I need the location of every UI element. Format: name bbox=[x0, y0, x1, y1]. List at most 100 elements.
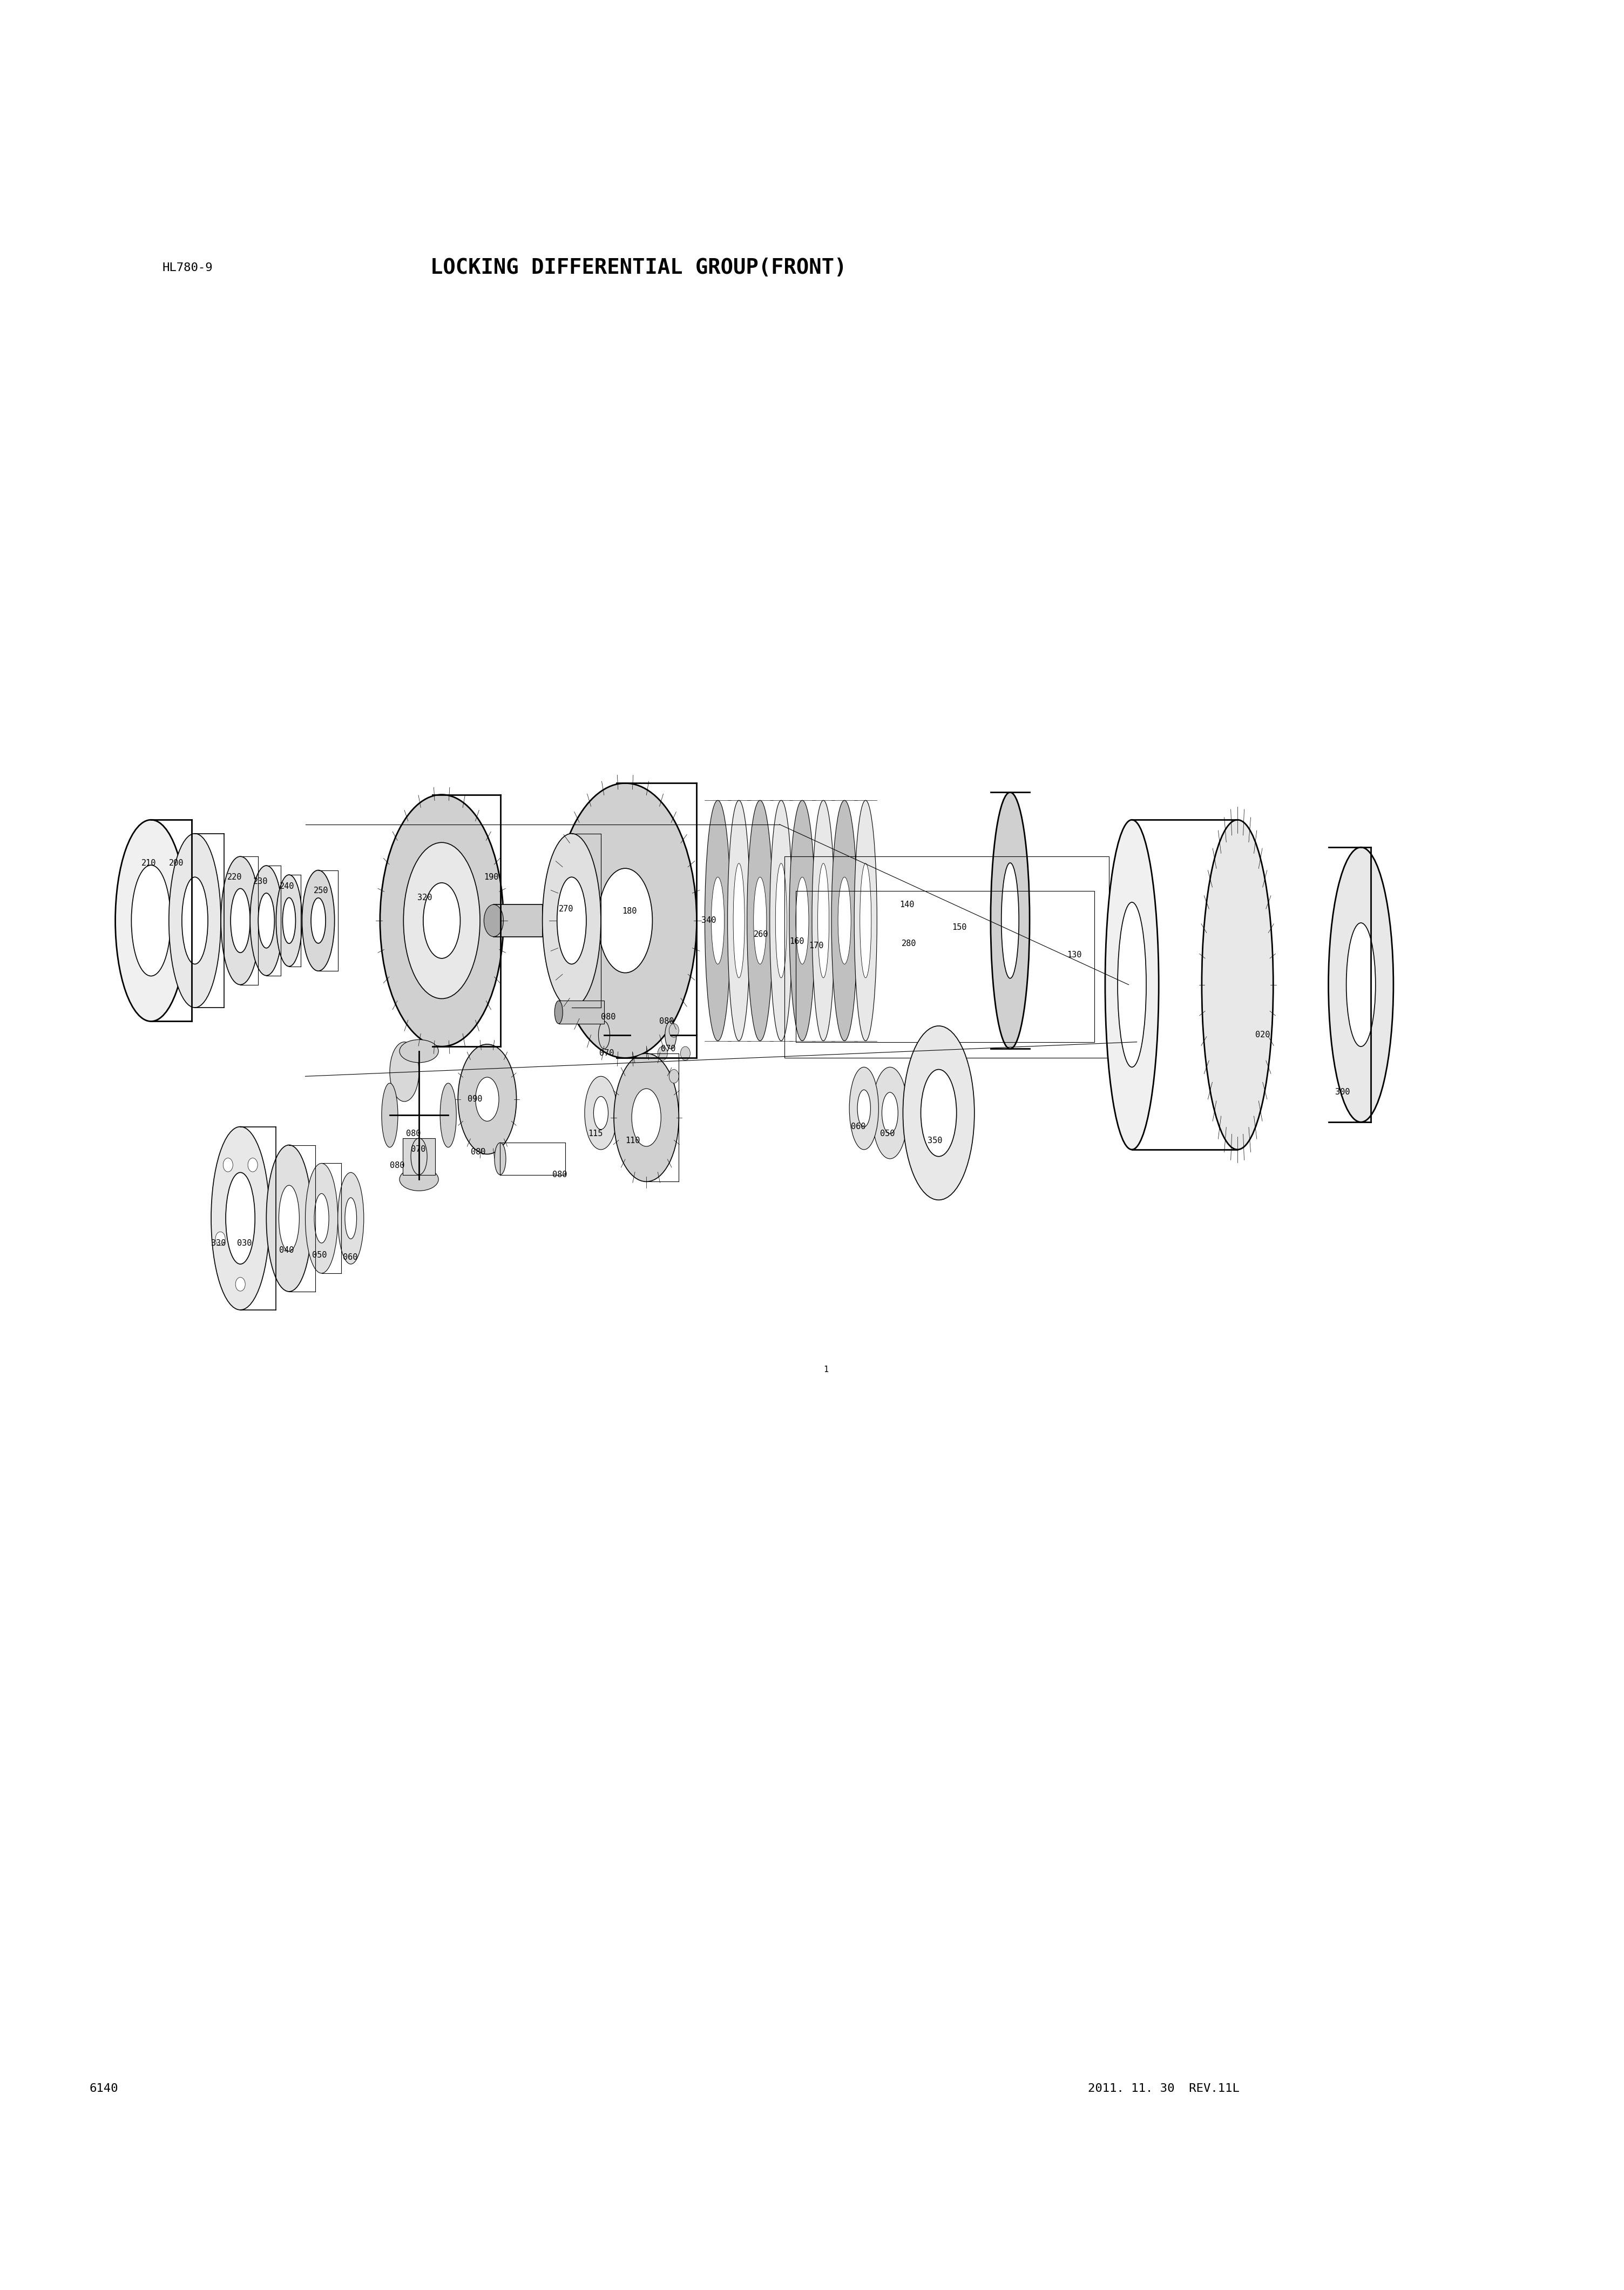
Text: 050: 050 bbox=[880, 1129, 895, 1138]
Ellipse shape bbox=[789, 799, 815, 1040]
Ellipse shape bbox=[310, 898, 325, 943]
Ellipse shape bbox=[305, 1163, 338, 1273]
Text: 350: 350 bbox=[927, 1136, 942, 1145]
Text: 060: 060 bbox=[343, 1253, 357, 1262]
Text: 030: 030 bbox=[237, 1239, 252, 1248]
Ellipse shape bbox=[747, 799, 773, 1040]
Ellipse shape bbox=[231, 889, 250, 953]
Text: 210: 210 bbox=[141, 859, 156, 868]
Ellipse shape bbox=[921, 1069, 957, 1156]
Text: 080: 080 bbox=[390, 1161, 404, 1170]
Text: 070: 070 bbox=[411, 1145, 425, 1154]
Ellipse shape bbox=[728, 799, 750, 1040]
Bar bbox=[494, 905, 542, 937]
Ellipse shape bbox=[812, 799, 835, 1040]
Text: 260: 260 bbox=[754, 930, 768, 939]
Text: 130: 130 bbox=[1067, 950, 1082, 960]
Ellipse shape bbox=[770, 799, 793, 1040]
Circle shape bbox=[669, 1069, 679, 1083]
Text: 280: 280 bbox=[901, 939, 916, 948]
Ellipse shape bbox=[554, 1001, 562, 1024]
Ellipse shape bbox=[542, 834, 601, 1008]
Ellipse shape bbox=[276, 875, 302, 966]
Ellipse shape bbox=[494, 1143, 507, 1175]
Ellipse shape bbox=[458, 1044, 516, 1154]
Ellipse shape bbox=[403, 843, 481, 998]
Text: 150: 150 bbox=[952, 923, 966, 932]
Text: 330: 330 bbox=[211, 1239, 226, 1248]
Ellipse shape bbox=[557, 877, 586, 964]
Ellipse shape bbox=[554, 783, 697, 1058]
Ellipse shape bbox=[775, 863, 786, 978]
Ellipse shape bbox=[115, 820, 187, 1021]
Ellipse shape bbox=[484, 905, 503, 937]
Text: 180: 180 bbox=[622, 907, 637, 916]
Circle shape bbox=[216, 1232, 226, 1246]
Ellipse shape bbox=[1202, 820, 1273, 1150]
Ellipse shape bbox=[903, 1026, 974, 1200]
Text: 240: 240 bbox=[279, 882, 294, 891]
Bar bbox=[403, 1138, 435, 1175]
Ellipse shape bbox=[664, 1021, 676, 1049]
Ellipse shape bbox=[338, 1172, 364, 1264]
Text: 070: 070 bbox=[599, 1049, 614, 1058]
Ellipse shape bbox=[315, 1193, 330, 1243]
Ellipse shape bbox=[872, 1067, 908, 1159]
Text: 110: 110 bbox=[625, 1136, 640, 1145]
Text: 170: 170 bbox=[809, 941, 823, 950]
Ellipse shape bbox=[598, 868, 653, 973]
Ellipse shape bbox=[817, 863, 828, 978]
Text: 2011. 11. 30  REV.11L: 2011. 11. 30 REV.11L bbox=[1088, 2084, 1239, 2093]
Text: 080: 080 bbox=[406, 1129, 421, 1138]
Ellipse shape bbox=[734, 863, 744, 978]
Ellipse shape bbox=[400, 1168, 438, 1191]
Ellipse shape bbox=[991, 792, 1030, 1049]
Circle shape bbox=[222, 1159, 232, 1172]
Text: 080: 080 bbox=[601, 1012, 615, 1021]
Ellipse shape bbox=[1328, 847, 1393, 1122]
Ellipse shape bbox=[250, 866, 283, 976]
Text: 050: 050 bbox=[312, 1250, 326, 1260]
Text: 270: 270 bbox=[559, 905, 573, 914]
Text: 080: 080 bbox=[471, 1147, 486, 1156]
Text: 070: 070 bbox=[661, 1044, 676, 1053]
Ellipse shape bbox=[182, 877, 208, 964]
Ellipse shape bbox=[614, 1053, 679, 1182]
Text: 190: 190 bbox=[484, 872, 499, 882]
Ellipse shape bbox=[266, 1145, 312, 1292]
Ellipse shape bbox=[857, 1090, 870, 1127]
Text: 200: 200 bbox=[169, 859, 184, 868]
Text: 115: 115 bbox=[588, 1129, 603, 1138]
Text: 020: 020 bbox=[1255, 1030, 1270, 1040]
Ellipse shape bbox=[169, 834, 221, 1008]
Circle shape bbox=[658, 1047, 667, 1060]
Ellipse shape bbox=[1117, 902, 1147, 1067]
Ellipse shape bbox=[754, 877, 767, 964]
Ellipse shape bbox=[476, 1076, 499, 1122]
Text: 090: 090 bbox=[468, 1095, 482, 1104]
Text: LOCKING DIFFERENTIAL GROUP(FRONT): LOCKING DIFFERENTIAL GROUP(FRONT) bbox=[430, 259, 846, 277]
Text: 6140: 6140 bbox=[89, 2084, 119, 2093]
Ellipse shape bbox=[705, 799, 731, 1040]
Ellipse shape bbox=[1104, 820, 1160, 1150]
Ellipse shape bbox=[226, 1172, 255, 1264]
Ellipse shape bbox=[831, 799, 857, 1040]
Ellipse shape bbox=[1002, 863, 1018, 978]
Ellipse shape bbox=[302, 870, 335, 971]
Text: 060: 060 bbox=[851, 1122, 866, 1131]
Text: 140: 140 bbox=[900, 900, 914, 909]
Ellipse shape bbox=[380, 795, 503, 1047]
Ellipse shape bbox=[632, 1088, 661, 1147]
Ellipse shape bbox=[283, 898, 296, 943]
Ellipse shape bbox=[390, 1042, 419, 1101]
Text: 250: 250 bbox=[313, 886, 328, 895]
Ellipse shape bbox=[279, 1186, 299, 1250]
Ellipse shape bbox=[400, 1040, 438, 1063]
Text: 230: 230 bbox=[253, 877, 268, 886]
Ellipse shape bbox=[1346, 923, 1376, 1047]
Ellipse shape bbox=[382, 1083, 398, 1147]
Bar bbox=[559, 1001, 604, 1024]
Text: 040: 040 bbox=[279, 1246, 294, 1255]
Ellipse shape bbox=[424, 882, 460, 960]
Ellipse shape bbox=[440, 1083, 456, 1147]
